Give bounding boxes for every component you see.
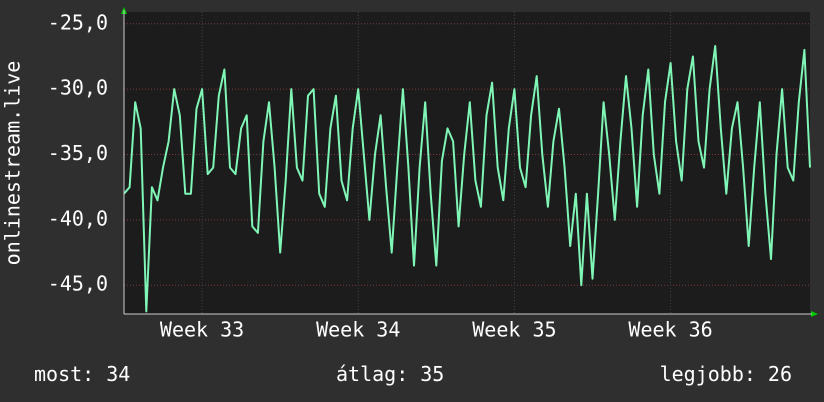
y-tick-label: -30,0: [48, 76, 108, 100]
stat: most: 34: [34, 362, 130, 386]
stat-value: 35: [420, 362, 444, 386]
axis-arrow: [811, 311, 818, 317]
stat-value: 34: [106, 362, 130, 386]
x-tick-label: Week 36: [628, 318, 712, 342]
stat-label: legjobb:: [660, 362, 756, 386]
series-line: [123, 45, 811, 313]
stat-value: 26: [768, 362, 792, 386]
stat: legjobb: 26: [660, 362, 792, 386]
y-tick-label: -45,0: [48, 272, 108, 296]
plot-area: [124, 12, 810, 314]
x-tick-label: Week 35: [472, 318, 556, 342]
y-tick-label: -35,0: [48, 141, 108, 165]
stat-label: most:: [34, 362, 94, 386]
y-axis-label: onlinestream.live: [1, 61, 25, 266]
x-tick-label: Week 34: [316, 318, 400, 342]
y-tick-label: -40,0: [48, 206, 108, 230]
y-tick-label: -25,0: [48, 10, 108, 34]
stat-label: átlag:: [336, 362, 408, 386]
stat: átlag: 35: [336, 362, 444, 386]
x-tick-label: Week 33: [160, 318, 244, 342]
